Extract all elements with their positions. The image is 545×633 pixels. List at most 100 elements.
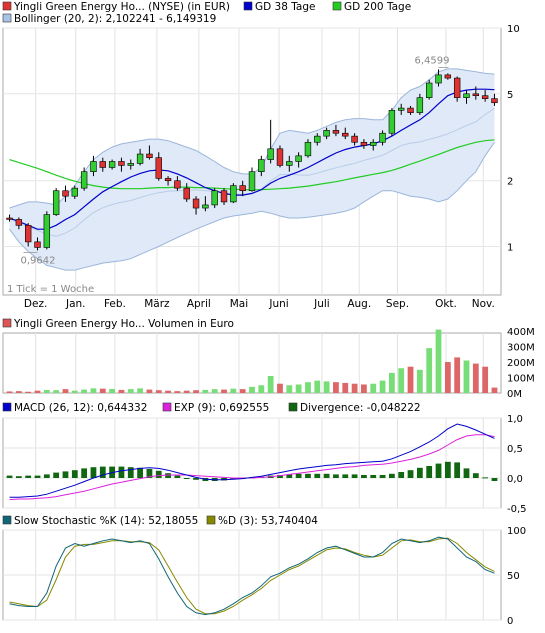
candle-body (351, 135, 358, 143)
volume-bar (6, 391, 13, 393)
candle-body (146, 153, 153, 158)
candle-body (360, 141, 368, 146)
divergence-bar (323, 473, 330, 478)
candle (267, 119, 274, 164)
candle (136, 148, 144, 166)
candle-body (370, 141, 377, 146)
candle (6, 214, 13, 222)
volume-bar (99, 388, 106, 393)
candle-body (220, 190, 228, 203)
divergence-bar (416, 467, 423, 478)
legend-label: EXP (9): 0,692555 (174, 402, 269, 414)
volume-bar (388, 372, 395, 393)
volume-bar (379, 380, 386, 393)
volume-bar (295, 384, 302, 393)
volume-y-tick: 0M (507, 389, 522, 400)
candle-body (24, 225, 32, 243)
volume-bar (277, 383, 283, 393)
candle (407, 105, 414, 115)
high-annotation: 6,4599 (415, 55, 450, 66)
candle-body (267, 148, 274, 160)
divergence-bar (463, 468, 470, 478)
candle (370, 139, 377, 151)
candle (146, 145, 153, 160)
candle-body (286, 161, 293, 166)
divergence-bar (127, 467, 134, 478)
volume-bar (435, 329, 442, 393)
candle (90, 155, 97, 177)
volume-bar (71, 390, 78, 393)
legend-swatch (2, 515, 12, 525)
legend-swatch (2, 13, 12, 23)
divergence-bar (435, 463, 442, 478)
x-tick-label: Dez. (24, 298, 47, 310)
divergence-bar (25, 475, 32, 478)
legend-swatch (288, 402, 298, 412)
candle (444, 73, 452, 80)
candle (323, 127, 330, 140)
candle-body (108, 161, 116, 168)
stoch-k-line (9, 536, 495, 616)
candle-body (183, 187, 190, 200)
volume-bar (137, 388, 143, 393)
candle-body (481, 95, 489, 99)
x-tick-label: Feb. (104, 298, 126, 310)
candle-body (155, 157, 162, 179)
divergence-bar (314, 473, 321, 478)
divergence-bar (146, 469, 153, 478)
divergence-bar (230, 478, 237, 480)
candle-body (62, 190, 69, 197)
price-y-tick: 10 (507, 24, 520, 35)
candle (276, 145, 284, 168)
candle-body (388, 110, 396, 134)
volume-bar (25, 391, 32, 393)
candle-body (416, 97, 424, 113)
macd-y-tick: 1,0 (507, 414, 523, 425)
volume-bar (426, 348, 433, 393)
legend-label: %D (3): 53,740404 (218, 515, 318, 527)
legend-label: Yingli Green Energy Ho... Volumen in Eur… (13, 318, 234, 330)
candle (43, 211, 51, 250)
candle (211, 188, 218, 209)
legend-label: Slow Stochastic %K (14): 52,18055 (14, 515, 198, 527)
price-y-tick: 5 (507, 90, 513, 101)
legend-label: Divergence: -0,048222 (300, 402, 421, 414)
divergence-bar (379, 475, 386, 478)
divergence-bar (277, 475, 283, 478)
candle (388, 108, 396, 137)
price-legend-0: Yingli Green Energy Ho... (NYSE) (in EUR… (2, 1, 230, 13)
divergence-bar (361, 475, 367, 478)
divergence-bar (491, 478, 498, 481)
candle-body (174, 180, 181, 189)
candle (351, 133, 358, 146)
candle (174, 176, 181, 191)
divergence-bar (221, 478, 227, 481)
x-tick-label: März (144, 298, 170, 310)
volume-y-tick: 100M (507, 374, 535, 385)
candle-body (239, 185, 246, 192)
divergence-bar (482, 477, 489, 479)
volume-bar (305, 382, 311, 393)
candle-body (258, 159, 265, 172)
volume-bar (202, 389, 209, 393)
macd-legend-1: EXP (9): 0,692555 (162, 402, 269, 414)
divergence-bar (388, 473, 395, 478)
volume-bar (342, 382, 349, 393)
candle-body (463, 93, 470, 98)
divergence-bar (472, 473, 479, 478)
volume-bar (314, 380, 321, 393)
price-y-tick: 2 (507, 177, 513, 188)
volume-bar (221, 389, 227, 393)
candle (230, 183, 237, 204)
candle-body (80, 171, 88, 189)
legend-label: GD 200 Tage (344, 1, 411, 13)
stoch-legend-0: Slow Stochastic %K (14): 52,18055 (2, 515, 198, 527)
candle (314, 133, 321, 146)
candle (62, 185, 69, 202)
divergence-bar (454, 462, 461, 478)
candle (491, 93, 498, 106)
candle-body (34, 241, 41, 248)
x-tick-label: Mai (230, 298, 248, 310)
candle-body (379, 132, 386, 143)
